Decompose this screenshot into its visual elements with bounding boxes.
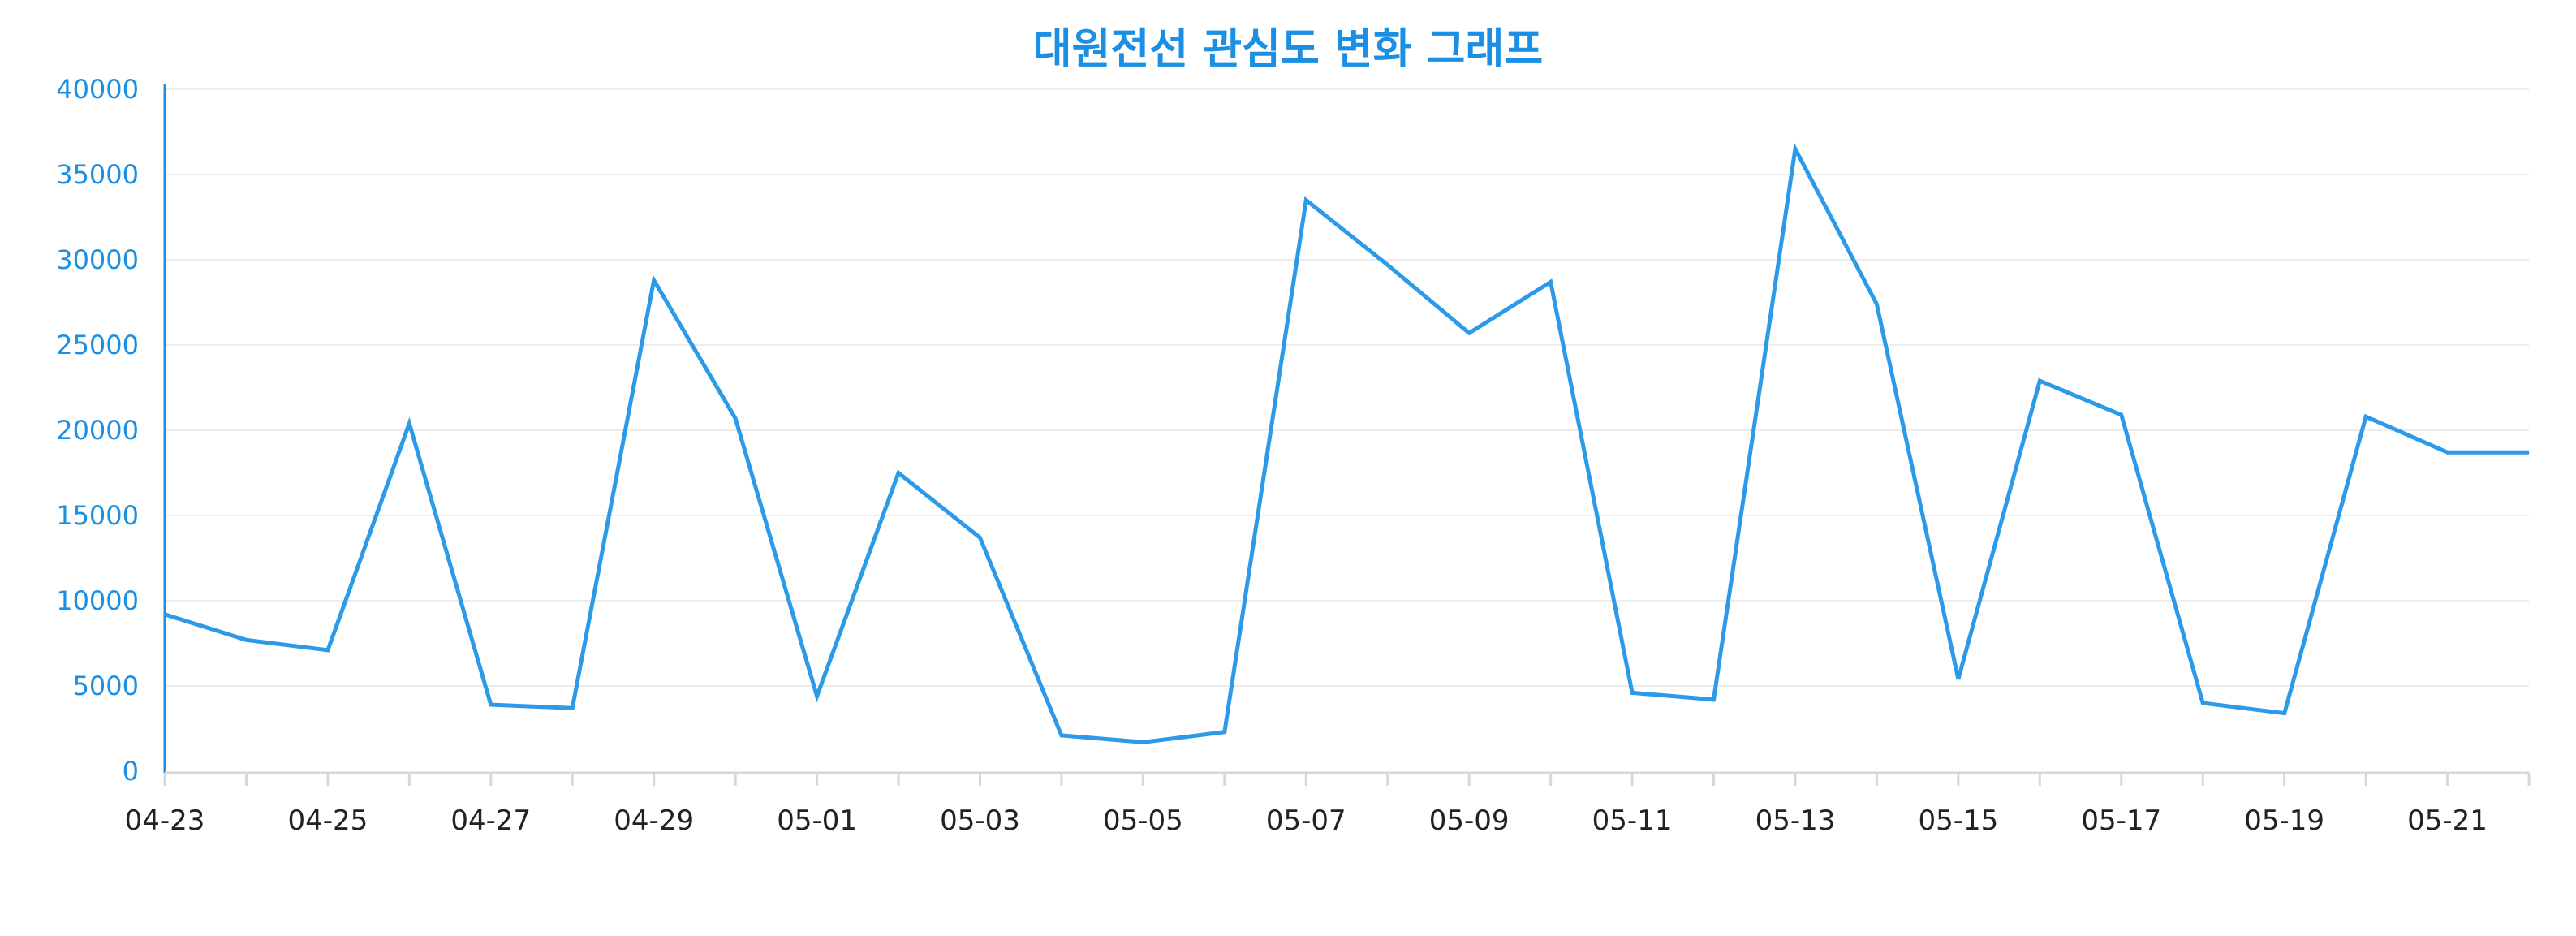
data-point bbox=[1713, 699, 1715, 701]
data-point bbox=[164, 614, 166, 615]
y-tick-label: 20000 bbox=[56, 415, 139, 446]
data-point bbox=[1305, 200, 1307, 201]
x-tick-label: 05-07 bbox=[1266, 804, 1346, 837]
y-tick-label: 25000 bbox=[56, 330, 139, 360]
y-tick-label: 30000 bbox=[56, 244, 139, 275]
chart-title: 대원전선 관심도 변화 그래프 bbox=[1033, 25, 1543, 74]
data-point bbox=[408, 423, 410, 425]
data-point bbox=[571, 707, 573, 709]
x-tick-label: 05-09 bbox=[1429, 804, 1510, 837]
gridlines bbox=[165, 88, 2529, 687]
x-tick-label: 04-25 bbox=[287, 804, 368, 837]
data-point bbox=[2284, 713, 2285, 714]
y-tick-label: 10000 bbox=[56, 585, 139, 616]
x-tick-label: 04-29 bbox=[614, 804, 694, 837]
x-tick-label: 05-21 bbox=[2407, 804, 2488, 837]
y-tick-label: 0 bbox=[123, 756, 139, 787]
data-point bbox=[898, 472, 899, 473]
data-point bbox=[653, 279, 655, 281]
data-point bbox=[1224, 731, 1226, 733]
data-point bbox=[1631, 692, 1633, 693]
x-tick-label: 04-27 bbox=[450, 804, 531, 837]
x-tick-label: 05-17 bbox=[2081, 804, 2161, 837]
x-tick-label: 05-13 bbox=[1755, 804, 1836, 837]
series-layer bbox=[164, 142, 2530, 744]
data-point bbox=[1468, 332, 1470, 334]
series-line bbox=[164, 142, 2529, 744]
data-point bbox=[1142, 741, 1144, 743]
y-axis: 0 5000 10000 15000 20000 25000 30000 35000 40000 bbox=[56, 74, 166, 787]
data-point bbox=[327, 649, 329, 651]
y-tick-label: 40000 bbox=[56, 74, 139, 105]
y-tick-label: 5000 bbox=[73, 671, 139, 701]
x-tick-label: 05-19 bbox=[2244, 804, 2324, 837]
y-tick-label: 15000 bbox=[56, 500, 139, 531]
x-tick-label: 04-23 bbox=[125, 804, 205, 837]
data-point bbox=[2121, 414, 2122, 416]
data-point bbox=[2365, 416, 2367, 417]
x-tick-label: 05-11 bbox=[1592, 804, 1673, 837]
data-point bbox=[245, 639, 247, 641]
x-axis: 04-23 04-25 04-27 04-29 05-01 05-03 05-05 05-07… bbox=[125, 771, 2531, 837]
data-point bbox=[2528, 451, 2530, 453]
x-tick-label: 05-05 bbox=[1103, 804, 1183, 837]
data-point bbox=[2447, 451, 2449, 453]
y-tick-label: 35000 bbox=[56, 159, 139, 190]
data-point bbox=[816, 696, 818, 697]
x-tick-label: 05-03 bbox=[940, 804, 1020, 837]
data-point bbox=[1550, 281, 1552, 283]
data-point bbox=[734, 417, 736, 419]
x-tick-label: 05-01 bbox=[777, 804, 857, 837]
x-tick-label: 05-15 bbox=[1918, 804, 1998, 837]
